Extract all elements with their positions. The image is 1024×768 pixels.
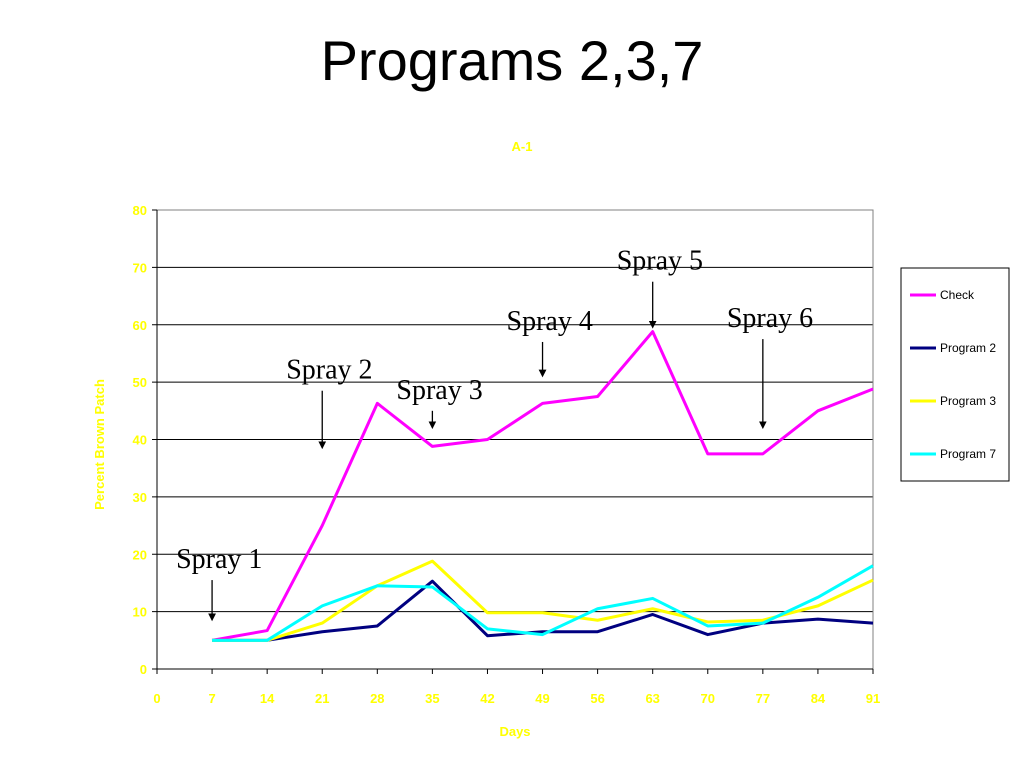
x-axis-label: Days xyxy=(499,724,530,739)
legend-label: Program 3 xyxy=(940,394,996,408)
x-tick-label: 70 xyxy=(701,691,715,706)
y-tick-label: 30 xyxy=(133,490,147,505)
y-tick-label: 10 xyxy=(133,605,147,620)
annotations: Spray 1 Spray 2 Spray 3 Spray 4 Spray 5 Spray… xyxy=(176,246,813,622)
annotation-label: Spray 3 xyxy=(396,375,482,406)
x-tick-label: 77 xyxy=(756,691,770,706)
annotation-label: Spray 2 xyxy=(286,355,372,386)
legend-label: Program 2 xyxy=(940,341,996,355)
x-tick-label: 7 xyxy=(208,691,215,706)
annotation-label: Spray 4 xyxy=(507,306,593,337)
series-line-program-7 xyxy=(212,564,874,642)
x-tick-label: 63 xyxy=(645,691,659,706)
y-tick-label: 80 xyxy=(133,203,147,218)
y-tick-label: 20 xyxy=(133,547,147,562)
axes: 0 10 20 30 40 50 60 70 80 0 7 14 21 28 35 42 49 56 63 70 77 8… xyxy=(133,203,881,706)
gridlines xyxy=(157,209,873,613)
y-tick-label: 40 xyxy=(133,433,147,448)
x-tick-label: 35 xyxy=(425,691,439,706)
annotation-label: Spray 5 xyxy=(617,246,703,277)
legend-box xyxy=(900,267,1010,482)
y-tick-label: 0 xyxy=(140,662,147,677)
y-tick-label: 60 xyxy=(133,318,147,333)
legend-label: Check xyxy=(940,288,975,302)
legend-label: Program 7 xyxy=(940,447,996,461)
slide-title: Programs 2,3,7 xyxy=(320,29,704,92)
x-tick-label: 0 xyxy=(153,691,160,706)
x-tick-label: 42 xyxy=(480,691,494,706)
y-tick-label: 70 xyxy=(133,260,147,275)
chart-title: A-1 xyxy=(512,139,533,154)
x-tick-label: 56 xyxy=(590,691,604,706)
annotation-label: Spray 1 xyxy=(176,544,262,575)
y-axis-label: Percent Brown Patch xyxy=(92,379,107,510)
y-tick-label: 50 xyxy=(133,375,147,390)
x-tick-label: 91 xyxy=(866,691,880,706)
x-tick-label: 14 xyxy=(260,691,275,706)
series-line-check xyxy=(211,330,874,642)
x-tick-label: 21 xyxy=(315,691,329,706)
x-tick-label: 49 xyxy=(535,691,549,706)
annotation-label: Spray 6 xyxy=(727,303,813,334)
series-lines xyxy=(211,330,874,642)
legend: Check Program 2 Program 3 Program 7 xyxy=(900,267,1010,482)
x-tick-label: 28 xyxy=(370,691,384,706)
series-line-program-2 xyxy=(212,579,874,642)
series-line-program-3 xyxy=(212,559,874,642)
x-tick-label: 84 xyxy=(811,691,826,706)
